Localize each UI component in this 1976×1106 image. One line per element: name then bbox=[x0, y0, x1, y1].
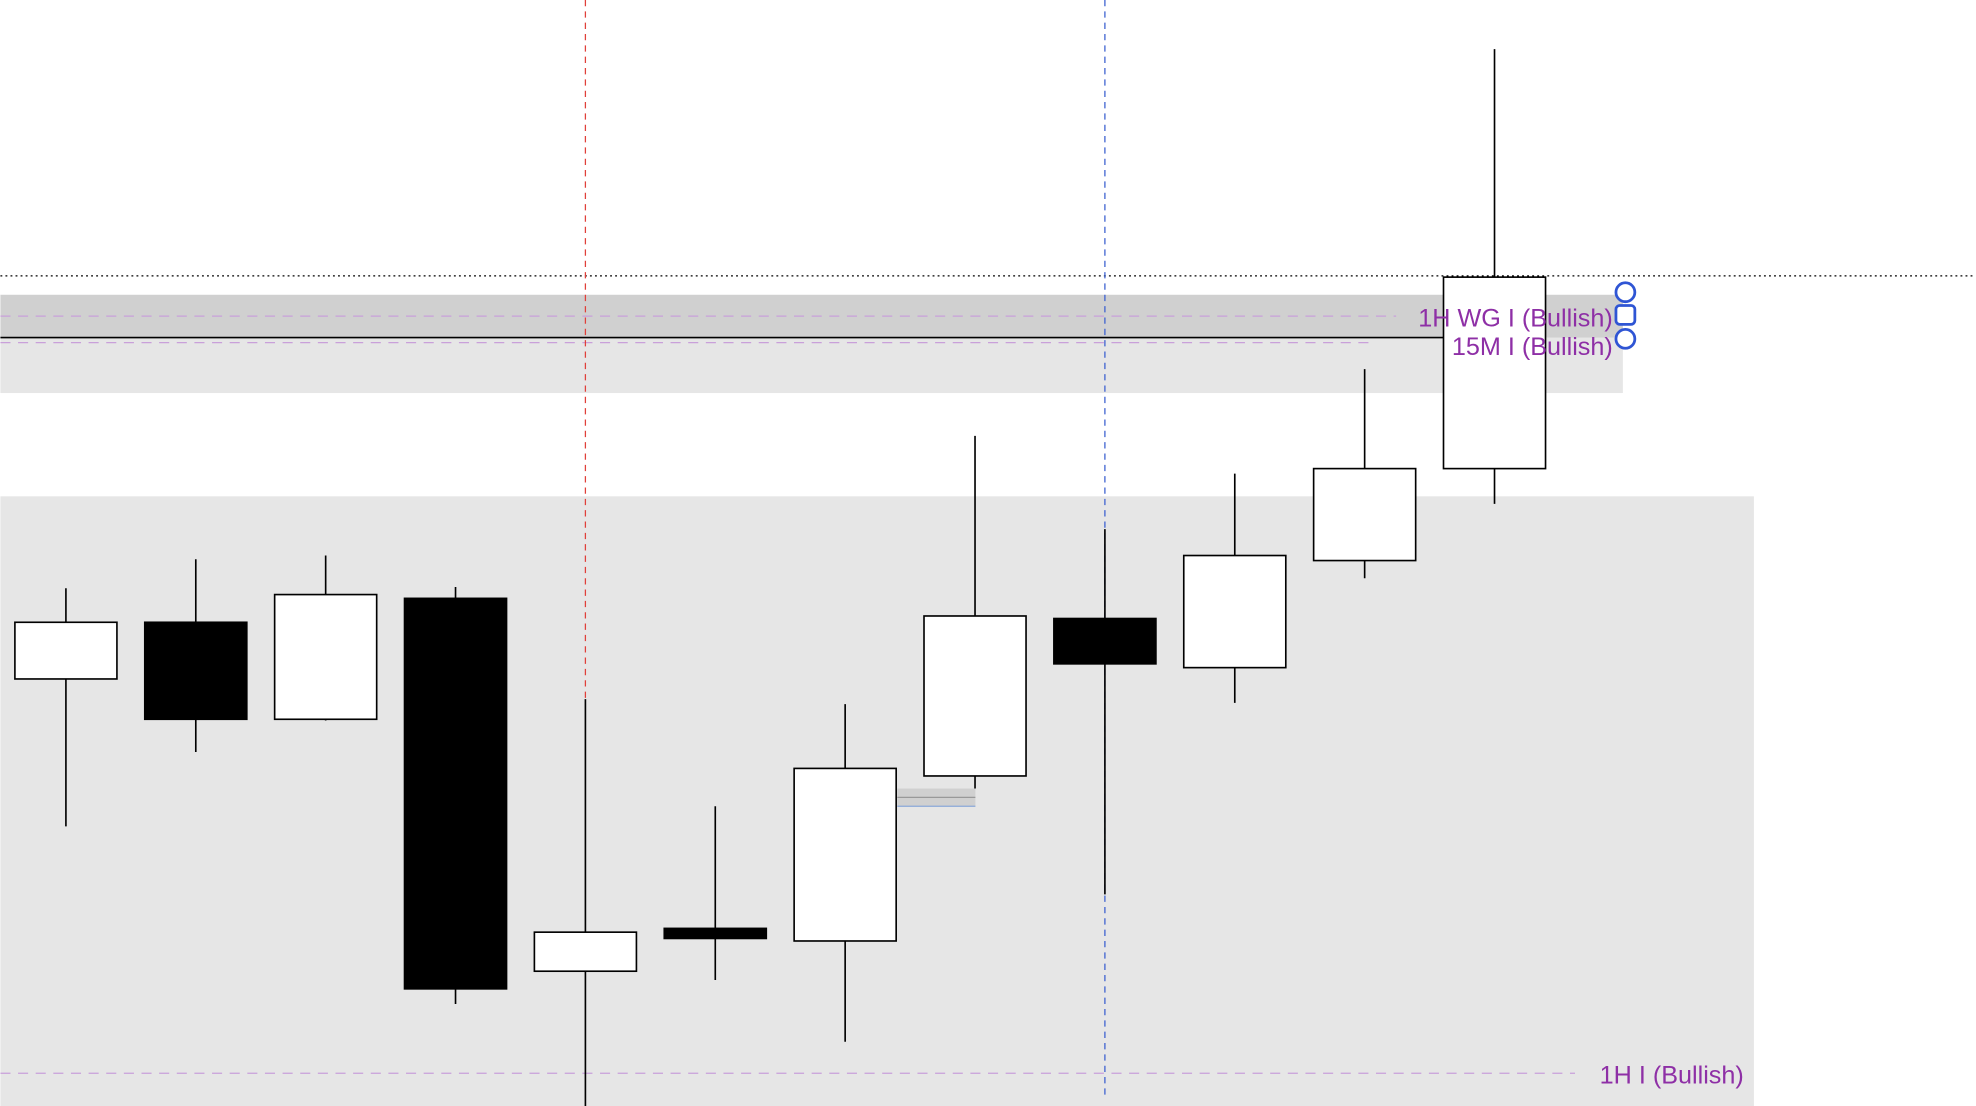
candle-body-6 bbox=[793, 767, 897, 942]
candle-body-7 bbox=[923, 615, 1027, 777]
candle-body-3 bbox=[403, 597, 508, 990]
candle-body-8 bbox=[1053, 617, 1157, 665]
candle-body-11 bbox=[1442, 276, 1547, 470]
candle-body-5 bbox=[663, 927, 768, 940]
candle-body-0 bbox=[14, 621, 118, 680]
level-label-15m: 15M I (Bullish) bbox=[1452, 333, 1613, 361]
level-label-1h-wg: 1H WG I (Bullish) bbox=[1418, 304, 1613, 332]
drag-handle-circle-0[interactable] bbox=[1614, 281, 1637, 304]
level-label-1h-i: 1H I (Bullish) bbox=[1600, 1061, 1744, 1089]
candle-body-2 bbox=[273, 593, 378, 721]
candle-body-4 bbox=[533, 931, 638, 973]
candle-body-9 bbox=[1182, 554, 1287, 669]
candle-body-1 bbox=[143, 621, 248, 721]
zone-15m bbox=[0, 337, 1623, 394]
candle-body-10 bbox=[1312, 467, 1417, 562]
drag-handle-square[interactable] bbox=[1614, 304, 1637, 326]
drag-handle-circle-1[interactable] bbox=[1614, 328, 1637, 350]
